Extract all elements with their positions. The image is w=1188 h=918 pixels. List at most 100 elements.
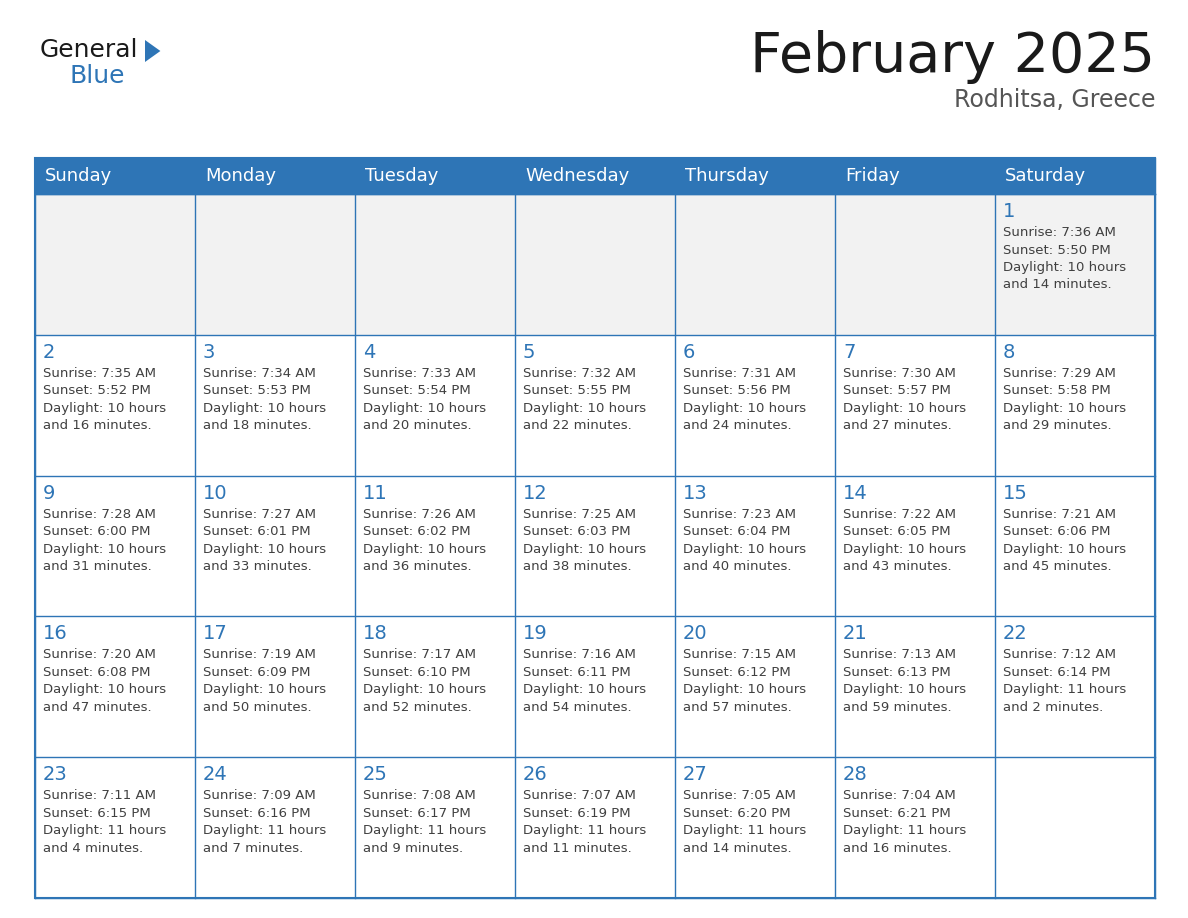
Bar [835, 194, 996, 335]
Bar [516, 757, 675, 898]
Text: Friday: Friday [845, 167, 899, 185]
Text: 18: 18 [364, 624, 387, 644]
Bar [355, 616, 516, 757]
Bar [195, 757, 355, 898]
Bar [516, 194, 675, 335]
Text: Sunrise: 7:28 AM
Sunset: 6:00 PM
Daylight: 10 hours
and 31 minutes.: Sunrise: 7:28 AM Sunset: 6:00 PM Dayligh… [43, 508, 166, 573]
Text: Sunrise: 7:27 AM
Sunset: 6:01 PM
Daylight: 10 hours
and 33 minutes.: Sunrise: 7:27 AM Sunset: 6:01 PM Dayligh… [203, 508, 327, 573]
Bar [516, 616, 675, 757]
Text: 23: 23 [43, 766, 68, 784]
Text: Rodhitsa, Greece: Rodhitsa, Greece [954, 88, 1155, 112]
Text: 22: 22 [1003, 624, 1028, 644]
Polygon shape [145, 40, 160, 62]
Text: 4: 4 [364, 342, 375, 362]
Bar [835, 335, 996, 476]
Text: 13: 13 [683, 484, 708, 502]
Bar [675, 194, 835, 335]
Text: 15: 15 [1003, 484, 1028, 502]
Bar [516, 335, 675, 476]
Text: Saturday: Saturday [1005, 167, 1086, 185]
Text: 27: 27 [683, 766, 708, 784]
Bar [34, 757, 195, 898]
Text: Sunrise: 7:19 AM
Sunset: 6:09 PM
Daylight: 10 hours
and 50 minutes.: Sunrise: 7:19 AM Sunset: 6:09 PM Dayligh… [203, 648, 327, 714]
Text: Sunrise: 7:26 AM
Sunset: 6:02 PM
Daylight: 10 hours
and 36 minutes.: Sunrise: 7:26 AM Sunset: 6:02 PM Dayligh… [364, 508, 486, 573]
Text: 9: 9 [43, 484, 56, 502]
Text: 19: 19 [523, 624, 548, 644]
Text: Tuesday: Tuesday [365, 167, 438, 185]
Bar [34, 158, 1155, 898]
Text: Monday: Monday [206, 167, 276, 185]
Text: 26: 26 [523, 766, 548, 784]
Text: Blue: Blue [70, 64, 126, 88]
Bar [355, 476, 516, 616]
Text: 10: 10 [203, 484, 228, 502]
Text: 21: 21 [843, 624, 867, 644]
Bar [996, 335, 1155, 476]
Bar [835, 476, 996, 616]
Text: 12: 12 [523, 484, 548, 502]
Text: Sunrise: 7:07 AM
Sunset: 6:19 PM
Daylight: 11 hours
and 11 minutes.: Sunrise: 7:07 AM Sunset: 6:19 PM Dayligh… [523, 789, 646, 855]
Text: Wednesday: Wednesday [525, 167, 630, 185]
Text: 14: 14 [843, 484, 867, 502]
Text: Sunrise: 7:36 AM
Sunset: 5:50 PM
Daylight: 10 hours
and 14 minutes.: Sunrise: 7:36 AM Sunset: 5:50 PM Dayligh… [1003, 226, 1126, 292]
Text: Sunrise: 7:15 AM
Sunset: 6:12 PM
Daylight: 10 hours
and 57 minutes.: Sunrise: 7:15 AM Sunset: 6:12 PM Dayligh… [683, 648, 807, 714]
Bar [355, 757, 516, 898]
Text: Sunrise: 7:31 AM
Sunset: 5:56 PM
Daylight: 10 hours
and 24 minutes.: Sunrise: 7:31 AM Sunset: 5:56 PM Dayligh… [683, 367, 807, 432]
Text: Sunrise: 7:23 AM
Sunset: 6:04 PM
Daylight: 10 hours
and 40 minutes.: Sunrise: 7:23 AM Sunset: 6:04 PM Dayligh… [683, 508, 807, 573]
Bar [195, 476, 355, 616]
Bar [195, 616, 355, 757]
Bar [34, 335, 195, 476]
Text: Sunrise: 7:11 AM
Sunset: 6:15 PM
Daylight: 11 hours
and 4 minutes.: Sunrise: 7:11 AM Sunset: 6:15 PM Dayligh… [43, 789, 166, 855]
Text: Sunrise: 7:22 AM
Sunset: 6:05 PM
Daylight: 10 hours
and 43 minutes.: Sunrise: 7:22 AM Sunset: 6:05 PM Dayligh… [843, 508, 966, 573]
Text: Sunrise: 7:29 AM
Sunset: 5:58 PM
Daylight: 10 hours
and 29 minutes.: Sunrise: 7:29 AM Sunset: 5:58 PM Dayligh… [1003, 367, 1126, 432]
Bar [675, 757, 835, 898]
Text: 3: 3 [203, 342, 215, 362]
Bar [675, 335, 835, 476]
Bar [34, 476, 195, 616]
Text: 17: 17 [203, 624, 228, 644]
Bar [516, 476, 675, 616]
Text: February 2025: February 2025 [750, 30, 1155, 84]
Bar [34, 158, 1155, 194]
Text: Sunrise: 7:17 AM
Sunset: 6:10 PM
Daylight: 10 hours
and 52 minutes.: Sunrise: 7:17 AM Sunset: 6:10 PM Dayligh… [364, 648, 486, 714]
Text: Sunrise: 7:09 AM
Sunset: 6:16 PM
Daylight: 11 hours
and 7 minutes.: Sunrise: 7:09 AM Sunset: 6:16 PM Dayligh… [203, 789, 327, 855]
Bar [675, 616, 835, 757]
Text: Thursday: Thursday [685, 167, 769, 185]
Text: 2: 2 [43, 342, 56, 362]
Text: Sunrise: 7:34 AM
Sunset: 5:53 PM
Daylight: 10 hours
and 18 minutes.: Sunrise: 7:34 AM Sunset: 5:53 PM Dayligh… [203, 367, 327, 432]
Text: 24: 24 [203, 766, 228, 784]
Text: 6: 6 [683, 342, 695, 362]
Text: Sunrise: 7:13 AM
Sunset: 6:13 PM
Daylight: 10 hours
and 59 minutes.: Sunrise: 7:13 AM Sunset: 6:13 PM Dayligh… [843, 648, 966, 714]
Text: 25: 25 [364, 766, 387, 784]
Bar [675, 476, 835, 616]
Text: Sunday: Sunday [45, 167, 112, 185]
Text: Sunrise: 7:16 AM
Sunset: 6:11 PM
Daylight: 10 hours
and 54 minutes.: Sunrise: 7:16 AM Sunset: 6:11 PM Dayligh… [523, 648, 646, 714]
Text: Sunrise: 7:25 AM
Sunset: 6:03 PM
Daylight: 10 hours
and 38 minutes.: Sunrise: 7:25 AM Sunset: 6:03 PM Dayligh… [523, 508, 646, 573]
Text: Sunrise: 7:30 AM
Sunset: 5:57 PM
Daylight: 10 hours
and 27 minutes.: Sunrise: 7:30 AM Sunset: 5:57 PM Dayligh… [843, 367, 966, 432]
Text: Sunrise: 7:20 AM
Sunset: 6:08 PM
Daylight: 10 hours
and 47 minutes.: Sunrise: 7:20 AM Sunset: 6:08 PM Dayligh… [43, 648, 166, 714]
Bar [195, 194, 355, 335]
Text: 8: 8 [1003, 342, 1016, 362]
Text: Sunrise: 7:21 AM
Sunset: 6:06 PM
Daylight: 10 hours
and 45 minutes.: Sunrise: 7:21 AM Sunset: 6:06 PM Dayligh… [1003, 508, 1126, 573]
Text: 20: 20 [683, 624, 708, 644]
Text: 28: 28 [843, 766, 867, 784]
Bar [996, 757, 1155, 898]
Text: Sunrise: 7:05 AM
Sunset: 6:20 PM
Daylight: 11 hours
and 14 minutes.: Sunrise: 7:05 AM Sunset: 6:20 PM Dayligh… [683, 789, 807, 855]
Bar [996, 476, 1155, 616]
Bar [34, 616, 195, 757]
Text: Sunrise: 7:33 AM
Sunset: 5:54 PM
Daylight: 10 hours
and 20 minutes.: Sunrise: 7:33 AM Sunset: 5:54 PM Dayligh… [364, 367, 486, 432]
Bar [355, 194, 516, 335]
Bar [835, 757, 996, 898]
Text: Sunrise: 7:12 AM
Sunset: 6:14 PM
Daylight: 11 hours
and 2 minutes.: Sunrise: 7:12 AM Sunset: 6:14 PM Dayligh… [1003, 648, 1126, 714]
Text: Sunrise: 7:08 AM
Sunset: 6:17 PM
Daylight: 11 hours
and 9 minutes.: Sunrise: 7:08 AM Sunset: 6:17 PM Dayligh… [364, 789, 486, 855]
Text: General: General [40, 38, 139, 62]
Text: Sunrise: 7:04 AM
Sunset: 6:21 PM
Daylight: 11 hours
and 16 minutes.: Sunrise: 7:04 AM Sunset: 6:21 PM Dayligh… [843, 789, 966, 855]
Bar [195, 335, 355, 476]
Bar [835, 616, 996, 757]
Text: 5: 5 [523, 342, 536, 362]
Bar [34, 194, 195, 335]
Text: 11: 11 [364, 484, 387, 502]
Bar [996, 194, 1155, 335]
Text: 7: 7 [843, 342, 855, 362]
Text: 16: 16 [43, 624, 68, 644]
